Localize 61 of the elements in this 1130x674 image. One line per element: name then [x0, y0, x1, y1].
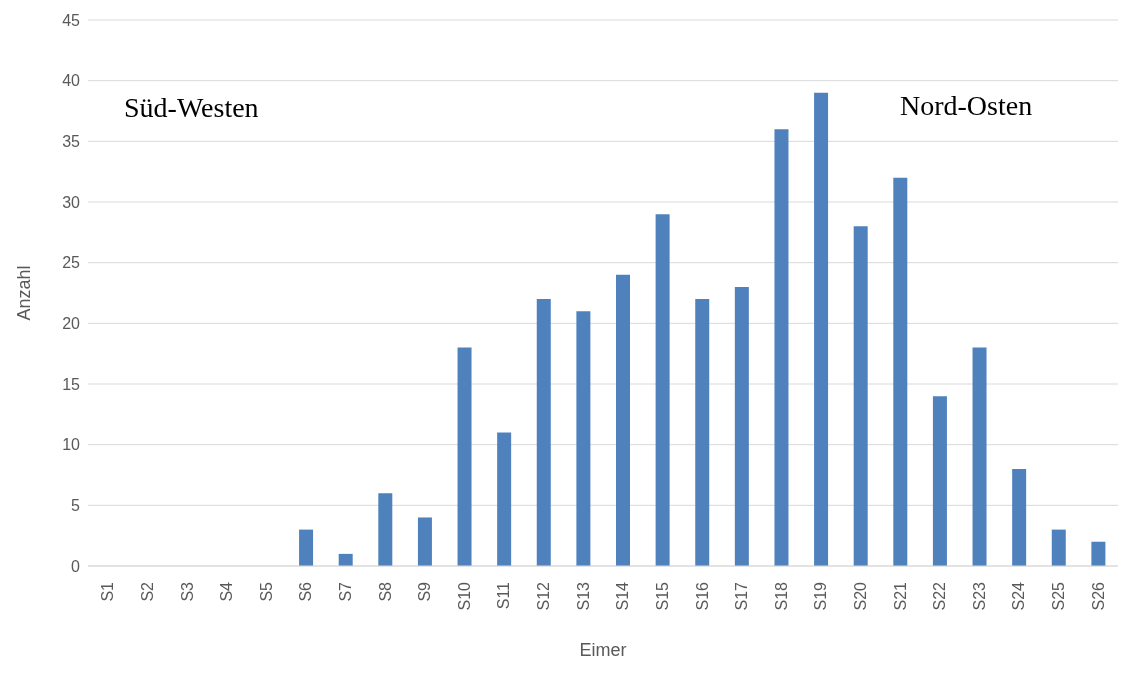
x-tick-label: S7 [337, 581, 354, 602]
bar [972, 347, 987, 566]
y-tick-label: 35 [62, 133, 81, 151]
y-tick-label: 10 [62, 436, 81, 454]
bar [536, 299, 551, 566]
y-tick-label: 25 [62, 254, 81, 272]
x-tick-label: S26 [1089, 581, 1107, 611]
bar [576, 311, 591, 566]
x-tick-label: S24 [1010, 581, 1028, 611]
x-tick-label: S4 [218, 581, 236, 602]
x-tick-label: S6 [297, 581, 315, 602]
bar [814, 92, 829, 566]
bar [299, 529, 314, 566]
bar [497, 432, 512, 566]
x-tick-label: S16 [693, 581, 711, 611]
bar [734, 286, 749, 566]
x-tick-label: S15 [653, 581, 671, 611]
bar [655, 214, 670, 566]
x-tick-label: S5 [257, 581, 275, 602]
y-tick-label: 40 [62, 72, 81, 90]
y-tick-label: 0 [71, 557, 81, 575]
x-tick-label: S18 [772, 581, 790, 611]
x-tick-label: S23 [970, 581, 988, 611]
x-tick-label: S21 [891, 581, 909, 611]
bar [695, 299, 710, 566]
bar [853, 226, 868, 566]
x-tick-label: S2 [138, 581, 156, 602]
bar [457, 347, 472, 566]
bar [932, 396, 947, 566]
bar [378, 493, 393, 566]
x-tick-label: S22 [931, 581, 949, 611]
x-tick-label: S10 [455, 581, 473, 611]
x-tick-label: S17 [733, 581, 751, 611]
bar [616, 274, 630, 566]
x-tick-label: S13 [574, 581, 592, 611]
bar [1012, 468, 1027, 566]
y-tick-label: 45 [62, 11, 81, 29]
x-tick-label: S12 [535, 581, 553, 611]
bar [774, 129, 789, 566]
x-tick-label: S1 [99, 581, 117, 602]
y-tick-label: 20 [62, 315, 81, 333]
bar [338, 553, 353, 566]
x-tick-label: S14 [614, 581, 632, 611]
x-tick-label: S9 [416, 581, 434, 602]
bar [1091, 541, 1106, 566]
x-tick-label: S8 [376, 581, 394, 602]
bar [417, 517, 432, 566]
x-axis-title: Eimer [579, 640, 627, 660]
x-tick-label: S3 [178, 581, 196, 602]
bar [893, 177, 908, 566]
annotation: Nord-Osten [896, 90, 1037, 122]
y-axis-title: Anzahl [14, 265, 35, 321]
annotation: Süd-Westen [120, 92, 263, 124]
y-tick-label: 15 [62, 375, 81, 393]
x-tick-label: S19 [812, 581, 830, 611]
x-tick-label: S20 [852, 581, 869, 611]
y-tick-label: 30 [62, 193, 81, 211]
x-tick-label: S11 [495, 581, 513, 610]
y-tick-label: 5 [71, 497, 81, 515]
bar [1051, 529, 1066, 566]
x-tick-label: S25 [1050, 581, 1068, 611]
